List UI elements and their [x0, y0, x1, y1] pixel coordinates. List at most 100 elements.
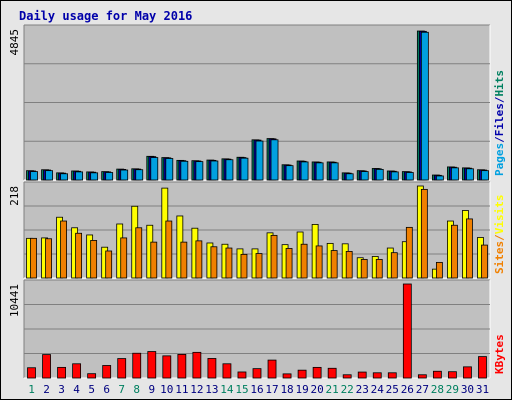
hits-bar-pages-day-29	[451, 167, 459, 181]
legend-pages-text: Pages	[493, 143, 506, 176]
kbytes-bar-kbytes-day-25	[387, 372, 397, 379]
hits-bar-pages-day-9	[150, 157, 159, 181]
kbytes-bar-kbytes-day-18	[282, 373, 292, 379]
kbytes-panel: 10441 KBytes	[8, 279, 506, 379]
kbytes-bar-kbytes-day-28	[432, 370, 442, 379]
x-tick-label-day-18: 18	[280, 383, 293, 396]
x-tick-label-day-9: 9	[148, 383, 155, 396]
kbytes-bar-kbytes-day-23	[357, 371, 367, 379]
kbytes-bar-kbytes-day-7	[117, 358, 127, 379]
hits-ymax-label: 4845	[8, 29, 21, 56]
visits-bar-sites-day-15	[240, 253, 248, 279]
hits-bar-pages-day-22	[345, 173, 354, 181]
kbytes-bar-kbytes-day-19	[297, 369, 307, 379]
hits-bar-pages-day-28	[435, 175, 444, 181]
hits-bar-pages-day-20	[315, 162, 324, 181]
visits-bar-sites-day-5	[90, 240, 98, 279]
visits-bar-sites-day-12	[195, 240, 203, 279]
x-tick-label-day-6: 6	[103, 383, 110, 396]
hits-panel: 4845 Pages/Files/Hits	[8, 24, 506, 181]
hits-bar-pages-day-31	[481, 170, 489, 181]
x-tick-label-day-29: 29	[446, 383, 459, 396]
hits-bar-pages-day-27	[420, 31, 429, 181]
kbytes-bar-kbytes-day-24	[372, 372, 382, 379]
x-tick-label-day-7: 7	[118, 383, 125, 396]
kbytes-bar-kbytes-day-27	[417, 374, 427, 379]
hits-bar-pages-day-15	[240, 157, 249, 181]
hits-bar-pages-day-24	[375, 169, 384, 181]
kbytes-bar-kbytes-day-29	[448, 371, 457, 379]
visits-bar-sites-day-22	[345, 251, 353, 279]
hits-bar-pages-day-30	[466, 168, 474, 181]
hits-bar-pages-day-21	[330, 162, 339, 181]
hits-bar-pages-day-19	[300, 161, 309, 181]
x-tick-label-day-19: 19	[295, 383, 308, 396]
kbytes-bar-kbytes-day-11	[177, 354, 187, 379]
x-tick-label-day-13: 13	[205, 383, 218, 396]
visits-bar-sites-day-8	[135, 227, 143, 279]
visits-bar-sites-day-19	[300, 243, 308, 279]
kbytes-bar-kbytes-day-3	[57, 366, 66, 379]
legend-hits-text: Hits	[493, 70, 506, 97]
hits-legend-label: Pages/Files/Hits	[493, 70, 506, 176]
hits-bar-pages-day-17	[270, 139, 279, 181]
x-tick-label-day-8: 8	[133, 383, 140, 396]
hits-bar-pages-day-13	[210, 160, 219, 181]
x-tick-label-day-10: 10	[160, 383, 173, 396]
visits-bar-sites-day-24	[375, 259, 383, 279]
kbytes-bar-kbytes-day-31	[478, 356, 487, 379]
chart-title: Daily usage for May 2016	[19, 9, 192, 23]
legend--text: /	[493, 234, 506, 241]
x-tick-label-day-26: 26	[401, 383, 414, 396]
hits-bar-pages-day-2	[45, 170, 53, 181]
hits-bar-pages-day-5	[90, 172, 99, 181]
visits-bar-sites-day-25	[390, 252, 398, 279]
hits-bar-pages-day-7	[120, 169, 129, 181]
hits-bar-pages-day-12	[195, 161, 204, 181]
visits-bar-sites-day-11	[180, 241, 188, 279]
kbytes-bar-kbytes-day-10	[162, 355, 172, 379]
visits-bar-sites-day-13	[210, 246, 218, 279]
kbytes-bar-kbytes-day-13	[207, 358, 217, 379]
x-tick-label-day-31: 31	[476, 383, 489, 396]
hits-bar-pages-day-18	[285, 165, 294, 181]
kbytes-bar-kbytes-day-21	[327, 367, 337, 379]
x-tick-label-day-27: 27	[416, 383, 429, 396]
hits-bar-pages-day-1	[30, 171, 38, 181]
visits-bar-sites-day-16	[255, 253, 263, 279]
x-tick-label-day-17: 17	[265, 383, 278, 396]
visits-bar-sites-day-27	[420, 188, 428, 279]
visits-ymax-label: 218	[8, 186, 21, 206]
kbytes-bar-kbytes-day-5	[87, 373, 97, 379]
hits-bar-pages-day-6	[105, 172, 114, 181]
hits-bar-pages-day-11	[180, 160, 189, 181]
hits-bar-pages-day-26	[405, 172, 414, 181]
kbytes-bar-kbytes-day-22	[342, 374, 352, 379]
x-tick-label-day-2: 2	[43, 383, 50, 396]
visits-bar-sites-day-31	[481, 244, 488, 279]
x-tick-label-day-3: 3	[58, 383, 65, 396]
visits-bar-sites-day-7	[120, 237, 128, 279]
kbytes-bar-kbytes-day-1	[27, 367, 36, 379]
kbytes-bar-kbytes-day-12	[192, 351, 202, 379]
x-tick-label-day-24: 24	[371, 383, 385, 396]
x-tick-label-day-14: 14	[220, 383, 234, 396]
x-tick-label-day-30: 30	[461, 383, 474, 396]
kbytes-ymax-label: 10441	[8, 284, 21, 317]
hits-bar-pages-day-4	[75, 171, 84, 181]
visits-bar-sites-day-2	[45, 238, 52, 279]
visits-bar-sites-day-9	[150, 241, 158, 279]
legend-visits-text: Visits	[493, 195, 506, 235]
visits-bar-sites-day-21	[330, 250, 338, 279]
visits-bar-sites-day-18	[285, 248, 293, 279]
x-tick-label-day-11: 11	[175, 383, 188, 396]
x-tick-label-day-23: 23	[356, 383, 369, 396]
x-tick-label-day-1: 1	[28, 383, 35, 396]
legend-files-text: Files	[493, 103, 506, 136]
visits-bar-sites-day-14	[225, 247, 233, 279]
x-tick-label-day-25: 25	[386, 383, 399, 396]
kbytes-bar-kbytes-day-9	[147, 351, 157, 379]
x-tick-label-day-4: 4	[73, 383, 80, 396]
hits-bar-pages-day-23	[360, 171, 369, 181]
